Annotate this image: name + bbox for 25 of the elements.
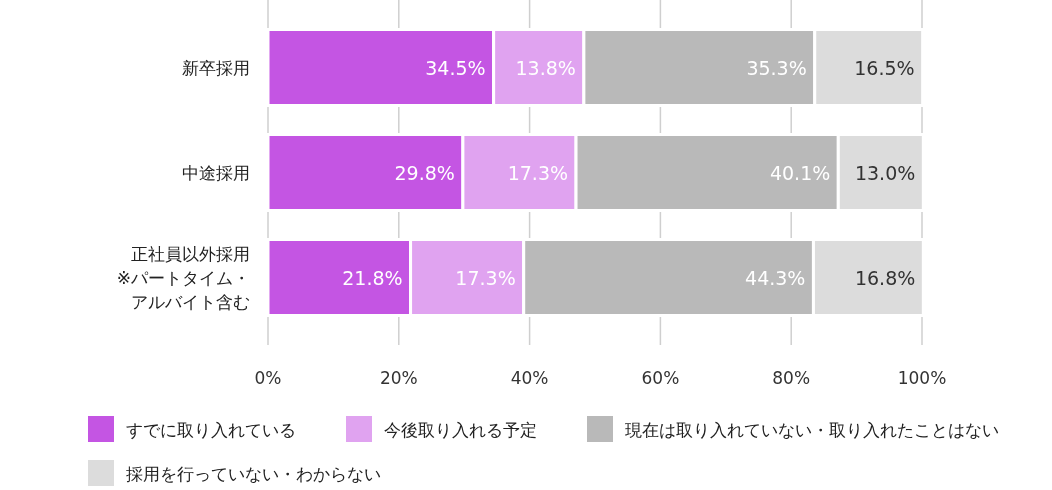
data-label: 16.5% [854, 56, 915, 79]
legend-label: 現在は取り入れていない・取り入れたことはない [625, 420, 999, 440]
legend-label: 今後取り入れる予定 [384, 420, 537, 440]
x-tick-label: 0% [254, 368, 282, 388]
data-label: 13.0% [854, 161, 916, 184]
x-tick-label: 100% [897, 368, 947, 388]
data-label: 17.3% [455, 266, 516, 289]
x-tick-label: 80% [772, 368, 811, 388]
data-label: 29.8% [394, 161, 455, 184]
data-label: 16.8% [854, 266, 916, 289]
legend-label: 採用を行っていない・わからない [126, 464, 381, 484]
data-label: 34.5% [425, 56, 486, 79]
legend-label: すでに取り入れている [126, 420, 296, 440]
y-tick-label: 新卒採用 [182, 57, 250, 78]
data-label: 40.1% [769, 161, 831, 184]
data-label: 17.3% [507, 161, 569, 184]
x-tick-label: 60% [641, 368, 680, 388]
data-label: 21.8% [342, 266, 403, 289]
y-tick-label: 正社員以外採用 ※パートタイム・アルバイト含む [116, 243, 250, 312]
y-tick-label: 中途採用 [182, 162, 250, 183]
data-label: 44.3% [745, 266, 806, 289]
data-label: 35.3% [746, 56, 807, 79]
data-label: 13.8% [515, 56, 576, 79]
x-tick-label: 20% [379, 368, 418, 388]
x-tick-label: 40% [510, 368, 549, 388]
